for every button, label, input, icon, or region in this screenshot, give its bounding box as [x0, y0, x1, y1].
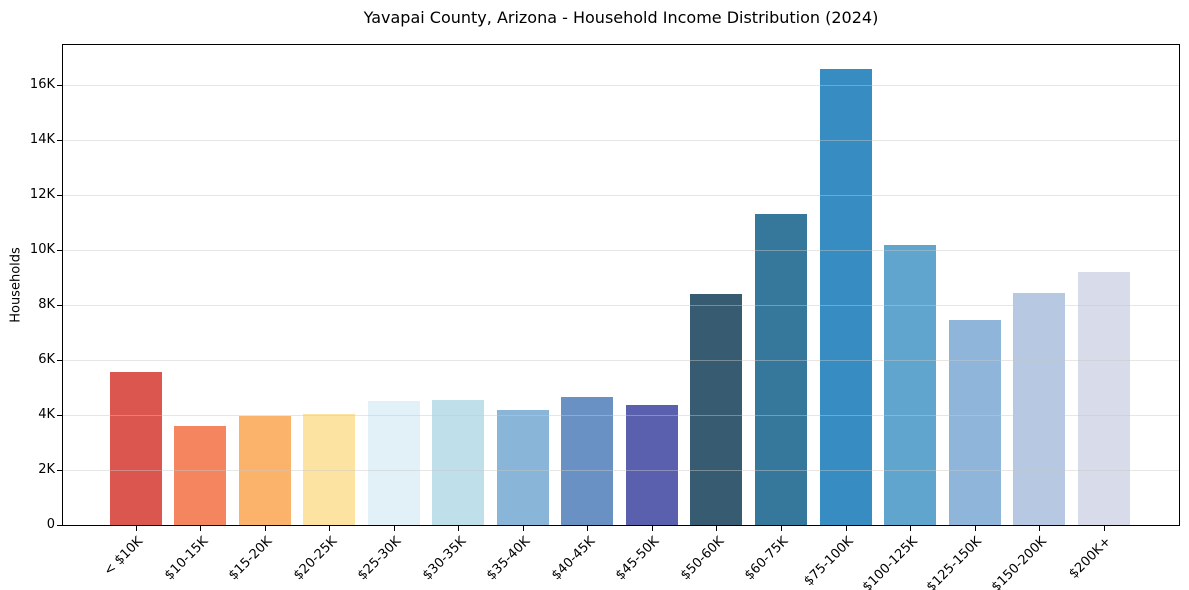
x-tick-mark	[522, 526, 524, 531]
y-tick-label: 6K	[38, 352, 55, 368]
x-tick-mark	[1103, 526, 1105, 531]
x-tick-label: $45-50K	[613, 534, 663, 584]
y-tick-label: 0	[46, 517, 55, 532]
x-tick-mark	[781, 526, 782, 531]
x-tick-mark	[910, 526, 912, 531]
x-tick-label: $100-125K	[859, 534, 921, 590]
x-tick-label: $50-60K	[677, 534, 728, 584]
bar	[496, 409, 549, 525]
x-tick-mark	[135, 526, 137, 531]
bar	[625, 405, 678, 525]
x-tick-label: $75-100K	[801, 534, 857, 590]
plot-area	[62, 44, 1180, 526]
bar	[1013, 292, 1066, 525]
bar	[238, 416, 291, 525]
x-tick-mark	[845, 526, 847, 531]
bar	[819, 68, 872, 525]
x-tick-label: $25-30K	[355, 534, 405, 584]
bar	[1077, 272, 1130, 525]
gridline	[63, 250, 1179, 252]
gridline	[63, 195, 1179, 197]
x-tick-mark	[1039, 526, 1041, 531]
x-tick-mark	[587, 526, 589, 531]
bar	[432, 399, 485, 525]
y-tick-label: 14K	[29, 132, 55, 148]
gridline	[63, 140, 1179, 142]
bar	[367, 401, 420, 525]
x-tick-mark	[200, 526, 202, 531]
x-tick-label: $10-15K	[161, 534, 211, 584]
y-tick-mark	[57, 415, 62, 417]
x-tick-label: $200K+	[1066, 534, 1115, 582]
y-tick-mark	[57, 305, 62, 307]
x-tick-label: $15-20K	[226, 534, 276, 584]
y-tick-mark	[57, 525, 62, 526]
y-tick-mark	[57, 360, 62, 362]
x-tick-label: $125-150K	[924, 534, 986, 590]
x-tick-label: $60-75K	[742, 534, 792, 584]
gridline	[63, 415, 1179, 417]
x-tick-label: $40-45K	[548, 534, 599, 584]
y-tick-label: 12K	[29, 187, 55, 203]
x-tick-mark	[329, 526, 331, 531]
bar	[884, 244, 937, 525]
x-tick-mark	[974, 526, 976, 531]
x-tick-label: $35-40K	[484, 534, 534, 584]
gridline	[63, 305, 1179, 307]
y-tick-mark	[57, 140, 62, 142]
x-tick-label: $30-35K	[419, 534, 469, 584]
x-tick-label: $150-200K	[988, 534, 1050, 590]
bar	[561, 397, 614, 525]
bar	[755, 214, 807, 525]
bar	[690, 294, 743, 525]
x-tick-label: $20-25K	[290, 534, 340, 584]
x-tick-label: < $10K	[101, 534, 147, 579]
y-tick-label: 4K	[38, 407, 55, 423]
y-tick-label: 10K	[29, 242, 55, 258]
x-tick-mark	[651, 526, 653, 531]
y-tick-mark	[57, 195, 62, 197]
bar	[948, 320, 1001, 525]
gridline	[63, 360, 1179, 362]
x-tick-mark	[393, 526, 395, 531]
gridline	[63, 470, 1179, 472]
y-tick-label: 16K	[29, 77, 55, 93]
y-tick-mark	[57, 250, 62, 252]
gridline	[63, 85, 1179, 87]
y-tick-label: 8K	[38, 297, 55, 313]
y-tick-mark	[57, 470, 62, 472]
bar	[109, 372, 162, 525]
chart-title: Yavapai County, Arizona - Household Inco…	[363, 8, 879, 27]
x-tick-mark	[264, 526, 266, 531]
x-tick-mark	[458, 526, 460, 531]
x-tick-mark	[716, 526, 718, 531]
bar	[174, 426, 227, 525]
y-tick-label: 2K	[38, 462, 55, 478]
y-tick-mark	[57, 85, 62, 87]
bar	[303, 413, 356, 525]
